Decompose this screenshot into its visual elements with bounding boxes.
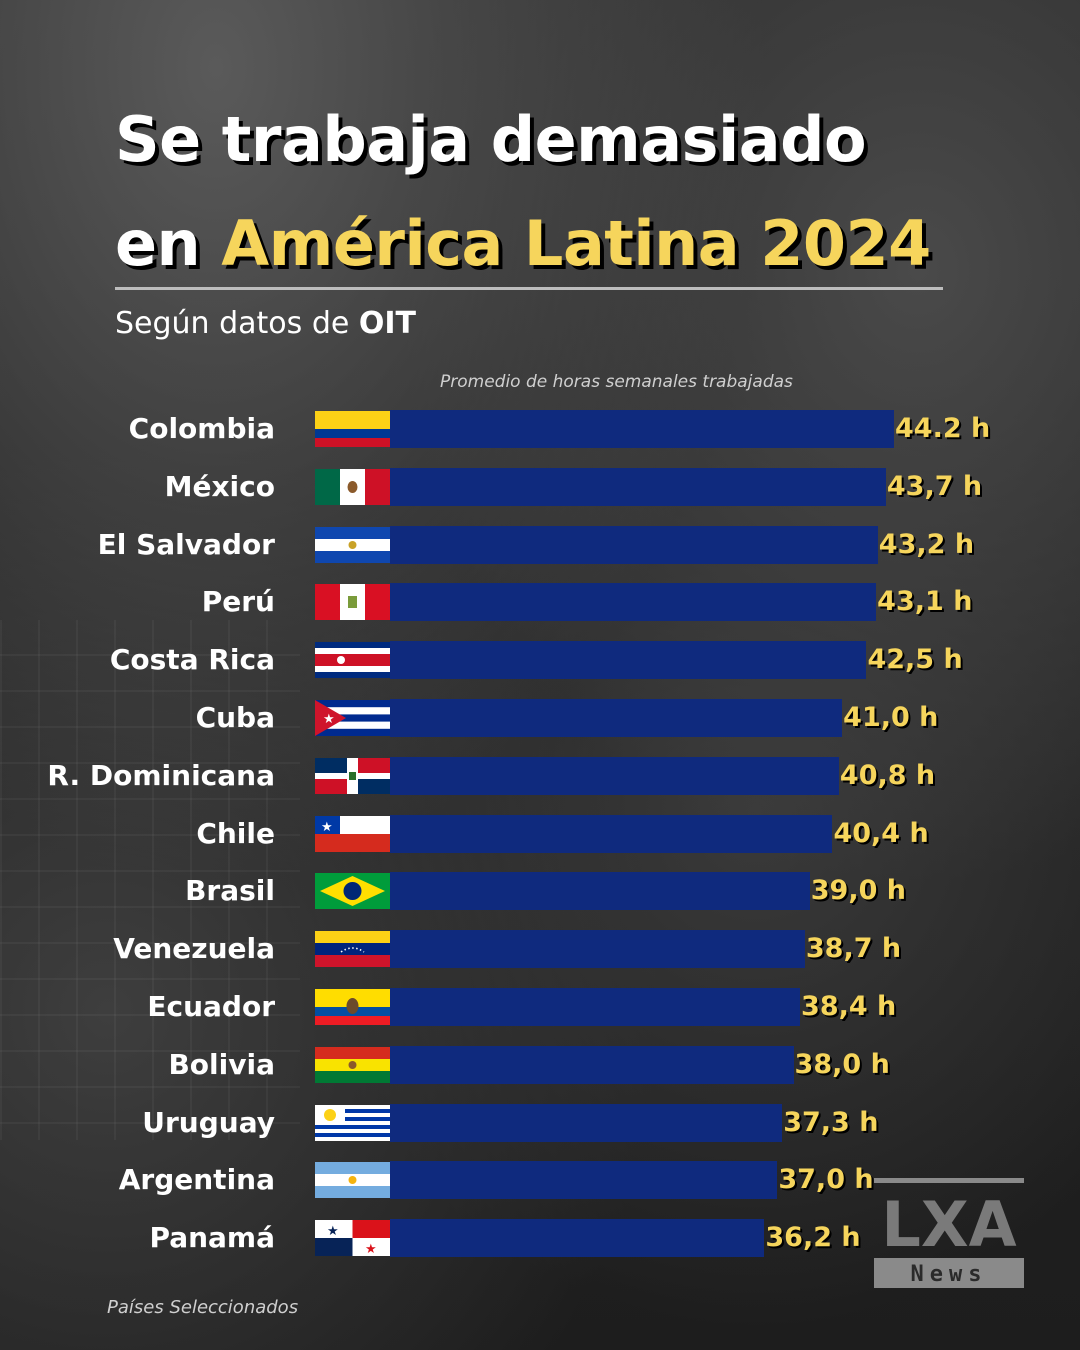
country-label: R. Dominicana [47,758,275,792]
flag-mexico-icon [315,468,390,505]
value-label: 37,0 h [778,1164,874,1196]
chart-row: México 43,7 h [0,467,1080,506]
chart-row: Venezuela 38,7 h [0,930,1080,969]
chart-row: Colombia 44.2 h [0,410,1080,448]
country-label: El Salvador [97,527,275,561]
chart-row: Chile ★ 40,4 h [0,814,1080,853]
svg-text:★: ★ [327,1224,339,1239]
country-label: Colombia [128,412,275,445]
country-label: Ecuador [147,990,275,1023]
bar [390,467,886,506]
title-divider [115,287,943,290]
flag-bolivia-icon [315,1046,390,1083]
flag-ecuador-icon [315,989,390,1025]
value-label: 37,3 h [783,1106,879,1138]
country-label: Bolivia [168,1047,275,1081]
axis-label: Promedio de horas semanales trabajadas [440,372,793,392]
country-label: Chile [196,816,275,850]
value-label: 44.2 h [895,413,991,444]
flag-chile-icon: ★ [315,815,390,852]
svg-text:★: ★ [323,712,335,727]
chart-row: Argentina 37,0 h [0,1161,1080,1200]
title-line-1: Se trabaja demasiado [115,103,867,176]
bar [390,930,805,969]
bar [390,988,801,1026]
value-label: 43,7 h [886,470,983,502]
logo-band [874,1258,1024,1288]
page-title: Se trabaja demasiado en América Latina 2… [115,88,931,296]
title-line-2-highlight: América Latina 2024 [221,207,931,280]
value-label: 43,1 h [877,586,973,618]
bar [390,872,810,911]
bar [390,1103,783,1142]
value-label: 40,8 h [839,759,936,791]
title-line-2-prefix: en [115,207,201,280]
bar [390,410,894,448]
country-label: Venezuela [113,932,275,966]
bar [390,756,839,795]
flag-dominican-republic-icon [315,757,390,794]
flag-colombia-icon [315,411,390,447]
country-label: Panamá [149,1221,275,1255]
country-label: Costa Rica [109,643,275,677]
subtitle-prefix: Según datos de [115,306,350,341]
value-label: 38,0 h [794,1048,890,1080]
logo-word: News [911,1262,988,1287]
svg-text:★: ★ [321,820,333,835]
flag-costa-rica-icon [315,642,390,679]
flag-cuba-icon: ★ [315,700,390,736]
chart-row: Uruguay 37,3 h [0,1103,1080,1142]
country-label: Argentina [118,1163,275,1197]
value-label: 36,2 h [765,1222,861,1254]
value-label: 39,0 h [810,875,906,907]
country-label: México [164,469,275,503]
value-label: 40,4 h [833,817,929,849]
chart-row: Bolivia 38,0 h [0,1045,1080,1084]
bar [390,814,833,853]
lxa-news-logo: LXA News [874,1178,1024,1288]
chart-row: Ecuador 38,4 h [0,988,1080,1026]
background-keyboard-texture [0,620,300,1140]
flag-brazil-icon [315,873,390,910]
flag-venezuela-icon [315,931,390,968]
bar [390,699,843,737]
value-label: 43,2 h [878,528,975,560]
flag-argentina-icon [315,1162,390,1199]
flag-panama-icon: ★ ★ [315,1220,390,1257]
bar [390,641,867,680]
bar [390,525,878,564]
value-label: 38,7 h [805,933,902,965]
logo-top-rule [874,1178,1024,1183]
bar [390,1161,778,1200]
chart-row: Perú 43,1 h [0,583,1080,622]
country-label: Brasil [185,874,275,908]
value-label: 38,4 h [801,991,897,1022]
bar [390,1045,794,1084]
logo-mark: LXA [881,1188,1016,1261]
subtitle: Según datos de OIT [115,306,416,341]
value-label: 41,0 h [843,702,939,733]
svg-text:★: ★ [365,1242,377,1256]
flag-peru-icon [315,584,390,621]
country-label: Uruguay [142,1105,275,1139]
bar [390,1219,765,1258]
country-label: Perú [201,585,275,619]
country-label: Cuba [195,701,275,734]
value-label: 42,5 h [867,644,963,676]
chart-row: Cuba ★ 41,0 h [0,699,1080,737]
chart-row: Brasil 39,0 h [0,872,1080,911]
chart-row: Costa Rica 42,5 h [0,641,1080,680]
bar [390,583,877,622]
chart-row: R. Dominicana 40,8 h [0,756,1080,795]
flag-el-salvador-icon [315,526,390,563]
flag-uruguay-icon [315,1104,390,1141]
subtitle-source: OIT [358,306,417,341]
chart-row: Panamá ★ ★ 36,2 h [0,1219,1080,1258]
footnote: Países Seleccionados [107,1297,299,1318]
chart-row: El Salvador 43,2 h [0,525,1080,564]
